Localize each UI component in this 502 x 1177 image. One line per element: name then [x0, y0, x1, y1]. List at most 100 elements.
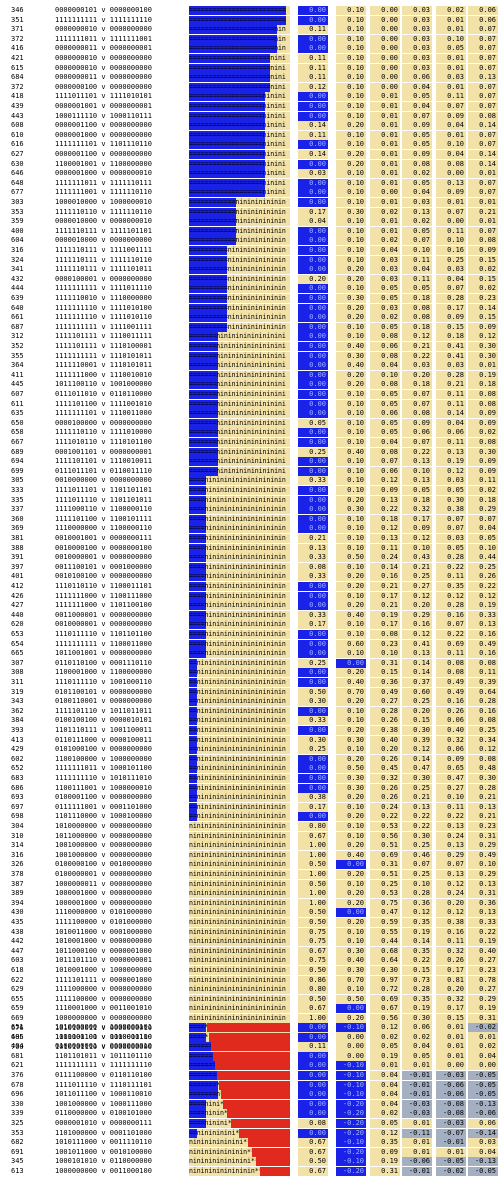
- value-cell-3: -0.03: [402, 1099, 432, 1109]
- row-id: 388: [11, 543, 24, 552]
- value-cell-2: 0.00: [370, 6, 400, 15]
- row-id: 615: [11, 63, 24, 72]
- value-cell-2: 0.00: [370, 25, 400, 35]
- value-cell-2: 0.17: [370, 591, 400, 601]
- row-id: 658: [11, 428, 24, 437]
- table-row: 678 1111011110 v 1110111101 =======*******…: [0, 1080, 502, 1091]
- bit-pair: 1010000000 v 0000000000: [55, 822, 152, 830]
- value-cell-0: 0.00: [298, 754, 328, 764]
- bar-cell: ====ninininininininininin: [189, 639, 290, 649]
- value-cell-1: 0.10: [336, 111, 366, 121]
- row-id: 685: [11, 1033, 24, 1042]
- row-id: 381: [11, 534, 24, 542]
- value-cell-0: 0.00: [298, 246, 328, 255]
- value-cell-0: 0.33: [298, 553, 328, 563]
- value-cell-1: -0.10: [336, 1023, 366, 1032]
- bar-pattern: =====================nini: [189, 63, 286, 72]
- table-row: 427 1111111000 v 1101100100 ====ninininini…: [0, 601, 502, 611]
- value-cell-4: 0.07: [436, 524, 466, 534]
- bar-pattern: ============ninininininin: [189, 217, 286, 226]
- value-cell-5: -0.13: [468, 1157, 498, 1167]
- bar-pattern: ============ninininininin: [189, 226, 286, 235]
- bar-pattern: ===================ninini: [189, 169, 286, 178]
- blue-fill: [189, 265, 227, 275]
- bar-pattern: =======ninininininininini: [189, 399, 286, 408]
- value-cell-2: 0.01: [370, 159, 400, 169]
- bit-pair: 1111111000 v 1101100100: [55, 601, 152, 610]
- blue-fill: [189, 255, 227, 265]
- value-cell-0: 0.00: [298, 486, 328, 495]
- table-row: 352 1111101111 v 1110100001 =======nininin…: [0, 342, 502, 352]
- value-cell-0: 0.00: [298, 438, 328, 447]
- value-cell-4: 0.69: [436, 639, 466, 649]
- value-cell-4: 0.22: [436, 562, 466, 572]
- value-cell-2: 0.00: [370, 54, 400, 63]
- value-cell-2: 0.10: [370, 370, 400, 380]
- red-fill: [211, 1042, 290, 1052]
- row-id: 411: [11, 370, 24, 379]
- value-cell-0: 0.08: [298, 1119, 328, 1128]
- value-cell-0: 0.00: [298, 774, 328, 783]
- value-cell-5: 0.13: [468, 73, 498, 83]
- red-fill: [260, 1167, 290, 1176]
- value-cell-2: 0.12: [370, 524, 400, 534]
- bit-pair: 1001000100 v 0010000100: [55, 1033, 152, 1042]
- value-cell-3: 0.09: [402, 150, 432, 159]
- value-cell-4: 0.17: [436, 1004, 466, 1014]
- value-cell-0: 0.00: [298, 313, 328, 323]
- value-cell-1: 0.10: [336, 630, 366, 639]
- value-cell-1: 0.10: [336, 82, 366, 92]
- bit-pair: 1111101111 v 0000001000: [55, 975, 152, 984]
- row-id: 303: [11, 198, 24, 206]
- table-row: 640 1111111110 v 1111010100 ==========nini…: [0, 303, 502, 314]
- bar-cell: ==========nininininininin: [189, 303, 290, 313]
- value-cell-0: 0.00: [298, 294, 328, 303]
- row-id: 351: [11, 15, 24, 24]
- value-cell-5: 0.30: [468, 342, 498, 351]
- blue-fill: [189, 92, 265, 102]
- table-row: 447 1011000100 v 0000001000 ninininininini…: [0, 946, 502, 957]
- bar-cell: ============ninininininin: [189, 207, 290, 217]
- bar-pattern: ======================nin: [189, 25, 286, 34]
- value-cell-4: 0.07: [436, 207, 466, 217]
- bit-pair: 1011101110 v 0000000001: [55, 956, 152, 965]
- bit-pair: 0010001001 v 0000000111: [55, 534, 152, 542]
- row-id: 444: [11, 284, 24, 293]
- table-row: 319 0101100101 v 0000000000 ==nininininini…: [0, 687, 502, 698]
- value-cell-4: -0.05: [436, 1157, 466, 1167]
- value-cell-4: 0.08: [436, 159, 466, 169]
- value-cell-3: 0.06: [402, 73, 432, 83]
- bar-pattern: =======ninininininininini: [189, 447, 286, 456]
- bar-pattern: ====ninininininininininin: [189, 582, 286, 590]
- bar-pattern: ninininininininininininin: [189, 908, 286, 917]
- value-cell-2: 0.05: [370, 428, 400, 438]
- blue-fill: [189, 543, 206, 553]
- value-cell-3: -0.01: [402, 1071, 432, 1080]
- value-cell-4: 0.49: [436, 678, 466, 687]
- blue-fill: [189, 274, 227, 284]
- value-cell-0: 0.25: [298, 658, 328, 668]
- value-cell-1: 0.10: [336, 44, 366, 54]
- value-cell-3: 0.18: [402, 495, 432, 505]
- bit-pair: 0000000010 v 0000000000: [55, 54, 152, 62]
- value-cell-2: 0.11: [370, 543, 400, 553]
- value-cell-4: 0.12: [436, 591, 466, 601]
- row-id: 413: [11, 735, 24, 744]
- value-cell-4: 0.22: [436, 812, 466, 822]
- bar-cell: =====================nini: [189, 63, 290, 73]
- value-cell-0: 0.05: [298, 418, 328, 428]
- value-cell-1: 0.40: [336, 956, 366, 966]
- value-cell-5: 0.31: [468, 1014, 498, 1023]
- value-cell-5: 0.04: [468, 1051, 498, 1061]
- value-cell-0: 0.00: [298, 351, 328, 361]
- row-id: 325: [11, 1119, 24, 1127]
- table-row: 696 1011011100 v 1000110010 =======n******…: [0, 1090, 502, 1100]
- table-row: 604 0000010000 v 0000000000 ============ni…: [0, 236, 502, 246]
- value-cell-4: 0.03: [436, 534, 466, 543]
- value-cell-0: 0.00: [298, 92, 328, 102]
- value-cell-1: 0.20: [336, 668, 366, 678]
- value-cell-4: 0.38: [436, 918, 466, 927]
- value-cell-5: 0.19: [468, 601, 498, 611]
- value-cell-5: 0.08: [468, 438, 498, 447]
- value-cell-3: 0.14: [402, 658, 432, 668]
